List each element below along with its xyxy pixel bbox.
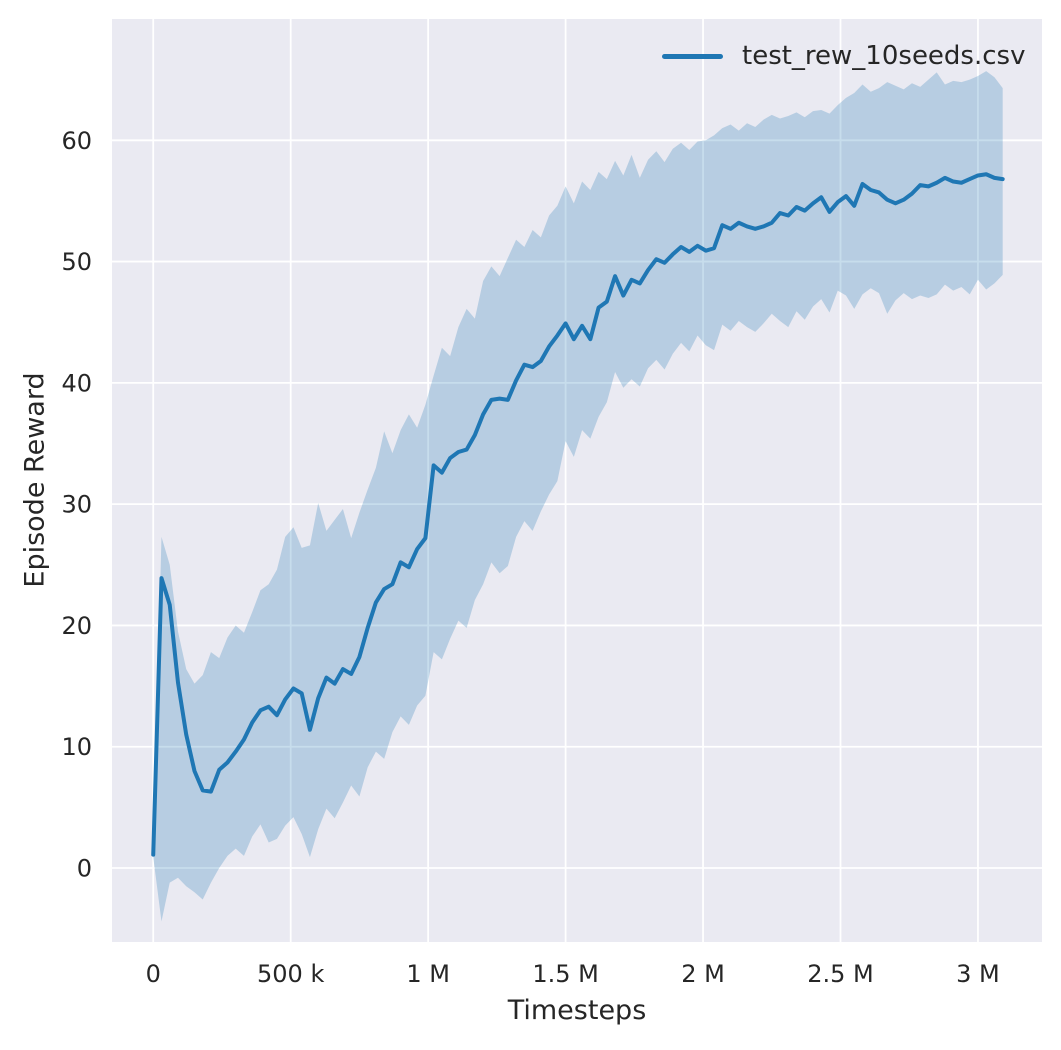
plot-area (112, 19, 1042, 942)
mean-line (151, 172, 1005, 857)
legend-line-swatch (662, 53, 723, 59)
legend: test_rew_10seeds.csv (662, 41, 1025, 71)
x-tick-label: 1.5 M (532, 960, 599, 988)
x-axis-label: Timesteps (507, 995, 647, 1026)
y-tick-label: 20 (61, 612, 92, 640)
x-tick-label: 2.5 M (807, 960, 874, 988)
legend-label: test_rew_10seeds.csv (742, 41, 1026, 71)
confidence-band (153, 71, 1003, 922)
x-tick-label: 2 M (681, 960, 725, 988)
y-tick-label: 60 (61, 127, 92, 155)
x-tick-label: 500 k (257, 960, 324, 988)
y-tick-label: 40 (61, 369, 92, 397)
x-tick-label: 1 M (406, 960, 450, 988)
y-tick-label: 50 (61, 248, 92, 276)
x-tick-label: 3 M (956, 960, 1000, 988)
y-axis-label: Episode Reward (19, 372, 51, 588)
y-tick-label: 0 (77, 855, 92, 883)
y-tick-label: 30 (61, 491, 92, 519)
y-tick-label: 10 (61, 733, 92, 761)
x-tick-label: 0 (146, 960, 161, 988)
